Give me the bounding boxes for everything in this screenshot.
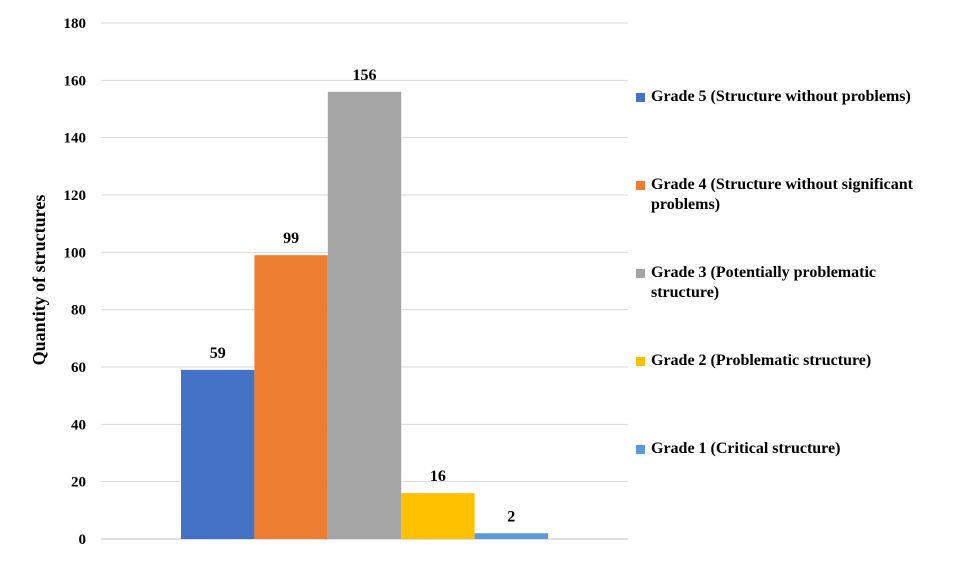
y-tick-label: 100 — [64, 245, 87, 261]
legend-swatch — [636, 445, 645, 454]
y-tick-label: 120 — [64, 188, 87, 204]
bar-grade-5 — [181, 369, 255, 539]
bars — [181, 91, 548, 540]
data-labels: 59 99 156 16 2 — [210, 67, 516, 525]
legend-item: Grade 4 (Structure without significant p… — [636, 175, 936, 215]
y-tick-label: 140 — [64, 131, 87, 147]
legend-label: Grade 4 (Structure without significant p… — [651, 176, 913, 213]
legend-item: Grade 1 (Critical structure) — [636, 439, 936, 459]
legend-label: Grade 1 (Critical structure) — [651, 440, 841, 457]
legend: Grade 5 (Structure without problems) Grad… — [636, 0, 952, 561]
legend-swatch — [636, 357, 645, 366]
bar-grade-1 — [474, 533, 548, 539]
data-label: 59 — [210, 345, 226, 362]
data-label: 99 — [283, 230, 299, 247]
legend-swatch — [636, 93, 645, 102]
y-tick-label: 60 — [71, 360, 86, 376]
y-tick-label: 0 — [79, 532, 87, 548]
data-label: 16 — [430, 468, 446, 485]
bar-grade-3 — [327, 91, 402, 540]
data-label: 2 — [507, 508, 515, 525]
legend-item: Grade 5 (Structure without problems) — [636, 87, 936, 107]
y-axis-ticks: 0 20 40 60 80 100 120 140 160 180 — [64, 16, 87, 548]
legend-item: Grade 3 (Potentially problematic structu… — [636, 263, 936, 303]
bar-grade-2 — [401, 493, 475, 539]
legend-label: Grade 2 (Problematic structure) — [651, 352, 872, 369]
bar-grade-4 — [254, 255, 328, 539]
y-tick-label: 80 — [71, 303, 86, 319]
y-tick-label: 20 — [71, 475, 86, 491]
y-tick-label: 40 — [71, 417, 86, 433]
y-tick-label: 180 — [64, 16, 87, 32]
y-axis-title: Quantity of structures — [29, 195, 49, 366]
legend-swatch — [636, 181, 645, 190]
legend-label: Grade 5 (Structure without problems) — [651, 88, 911, 105]
legend-swatch — [636, 269, 645, 278]
legend-item: Grade 2 (Problematic structure) — [636, 351, 936, 371]
legend-label: Grade 3 (Potentially problematic structu… — [651, 264, 876, 301]
y-tick-label: 160 — [64, 73, 87, 89]
data-label: 156 — [353, 67, 377, 84]
